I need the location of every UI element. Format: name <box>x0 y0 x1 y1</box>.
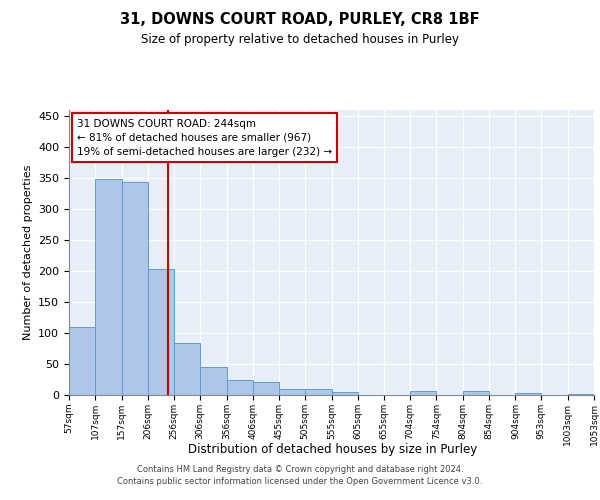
Bar <box>305 389 331 395</box>
Bar <box>568 394 594 395</box>
Text: 31, DOWNS COURT ROAD, PURLEY, CR8 1BF: 31, DOWNS COURT ROAD, PURLEY, CR8 1BF <box>120 12 480 28</box>
Bar <box>174 343 200 395</box>
Text: Size of property relative to detached houses in Purley: Size of property relative to detached ho… <box>141 32 459 46</box>
Text: Distribution of detached houses by size in Purley: Distribution of detached houses by size … <box>188 442 478 456</box>
Bar <box>410 390 436 395</box>
Bar <box>253 382 279 395</box>
Bar <box>331 392 358 395</box>
Bar <box>95 180 122 395</box>
Bar <box>200 366 227 395</box>
Text: 31 DOWNS COURT ROAD: 244sqm
← 81% of detached houses are smaller (967)
19% of se: 31 DOWNS COURT ROAD: 244sqm ← 81% of det… <box>77 118 332 156</box>
Bar <box>69 328 95 395</box>
Bar <box>279 389 305 395</box>
Bar <box>148 268 174 395</box>
Text: Contains HM Land Registry data © Crown copyright and database right 2024.: Contains HM Land Registry data © Crown c… <box>137 465 463 474</box>
Bar <box>122 182 148 395</box>
Bar <box>515 393 541 395</box>
Bar <box>463 390 489 395</box>
Text: Contains public sector information licensed under the Open Government Licence v3: Contains public sector information licen… <box>118 477 482 486</box>
Y-axis label: Number of detached properties: Number of detached properties <box>23 165 32 340</box>
Bar <box>227 380 253 395</box>
